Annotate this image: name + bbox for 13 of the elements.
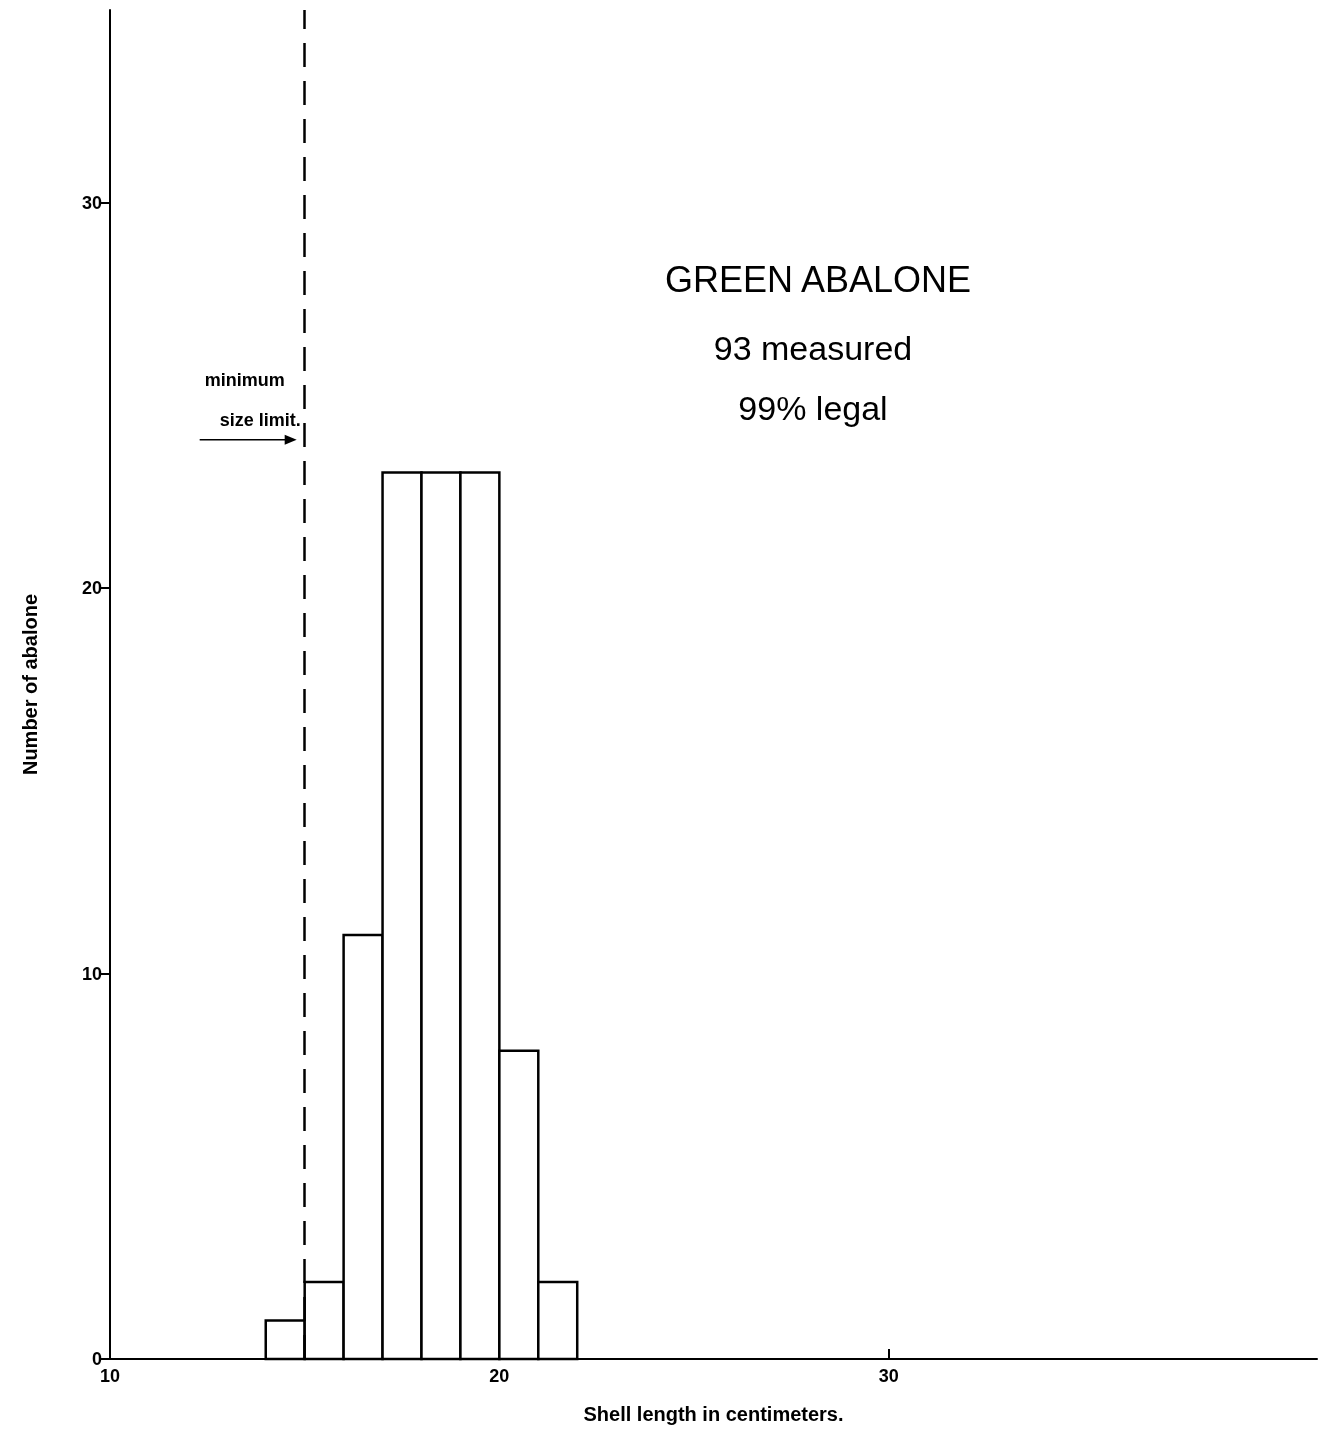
x-tick-label: 20: [489, 1366, 510, 1386]
annotation: 99% legal: [738, 389, 888, 427]
y-tick-label: 20: [81, 578, 102, 599]
x-tick-label: 10: [99, 1366, 121, 1386]
ref-line-label: minimum size limit.: [204, 369, 301, 430]
y-tick-label: 30: [81, 192, 102, 213]
y-tick-label: 0: [91, 1349, 102, 1369]
y-axis-title: Number of abalone: [19, 593, 41, 776]
x-tick-label: 30: [878, 1366, 899, 1386]
y-tick-label: 10: [81, 963, 102, 984]
text: GREEN ABALONE: [664, 258, 972, 300]
annotation: 93 measured: [713, 329, 913, 367]
x-axis-title: Shell length in centimeters.: [583, 1403, 844, 1425]
